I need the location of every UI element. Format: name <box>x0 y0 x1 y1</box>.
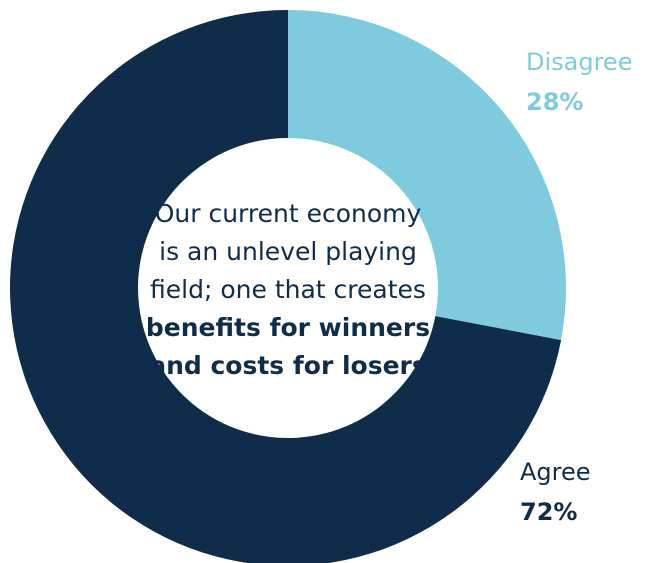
center-text-bold: and costs for losers <box>149 351 427 380</box>
center-text: is an unlevel playing <box>159 237 417 266</box>
slice-value: 28% <box>526 88 583 116</box>
center-text-bold: benefits for winners <box>146 313 430 342</box>
donut-slice <box>288 10 567 341</box>
center-text: field; one that creates <box>150 275 426 304</box>
center-text: Our current economy <box>155 199 422 228</box>
slice-label: Disagree <box>526 48 632 76</box>
donut-slice <box>10 10 562 563</box>
slice-label: Agree <box>520 458 591 486</box>
slice-value: 72% <box>520 498 577 526</box>
